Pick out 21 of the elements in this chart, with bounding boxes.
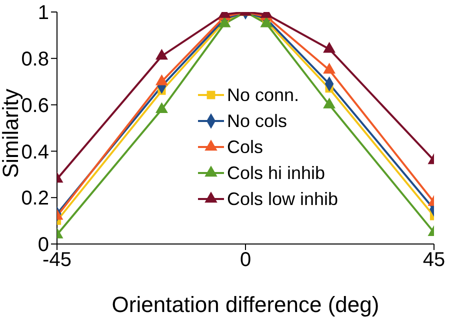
point: [323, 98, 336, 108]
legend-label: Cols low inhib: [227, 188, 338, 211]
y-tick-label: 0.6: [21, 94, 49, 117]
y-tick-label: 1: [38, 2, 49, 24]
point: [323, 42, 336, 53]
y-tick-label: 0: [38, 234, 49, 256]
legend-label: No conn.: [227, 84, 300, 107]
point: [156, 49, 168, 60]
y-tick-label: 0.2: [21, 188, 49, 210]
point: [156, 102, 168, 114]
point: [323, 63, 336, 74]
x-tick-label: 0: [240, 249, 252, 272]
x-axis-title: Orientation difference (deg): [112, 292, 380, 317]
y-tick-label: 0.8: [21, 48, 49, 70]
legend-label: No cols: [227, 110, 288, 133]
legend-label: Cols hi inhib: [227, 162, 326, 185]
y-tick-label: 0.4: [21, 141, 49, 164]
point: [156, 74, 168, 86]
x-tick-label: 45: [422, 249, 446, 272]
legend-label: Cols: [227, 136, 264, 159]
y-axis-title: Similarity: [0, 88, 23, 178]
